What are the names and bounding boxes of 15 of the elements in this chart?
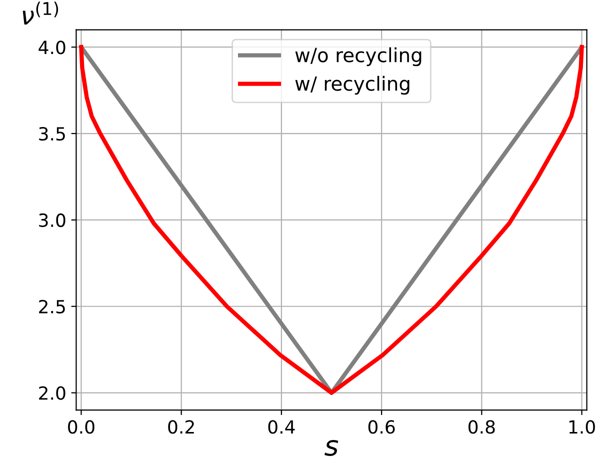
x-tick-label: 0.8 xyxy=(468,420,495,434)
x-tick-label: 0.6 xyxy=(368,420,395,434)
legend-label: w/o recycling xyxy=(295,47,422,66)
y-tick-label: 3.0 xyxy=(39,213,66,228)
x-tick-label: 0.0 xyxy=(68,420,94,434)
x-tick-label: 1.0 xyxy=(569,420,595,434)
legend-label: w/ recycling xyxy=(295,76,410,95)
x-axis-title: s xyxy=(324,440,338,456)
y-axis-title: ν$^{(1)}$ xyxy=(22,2,58,24)
y-tick-label: 2.5 xyxy=(39,300,65,314)
x-tick-label: 0.2 xyxy=(168,420,194,434)
x-tick-label: 0.4 xyxy=(268,420,295,434)
y-tick-label: 2.0 xyxy=(39,386,66,400)
y-tick-label: 4.0 xyxy=(38,40,66,54)
y-tick-label: 3.5 xyxy=(39,126,65,141)
